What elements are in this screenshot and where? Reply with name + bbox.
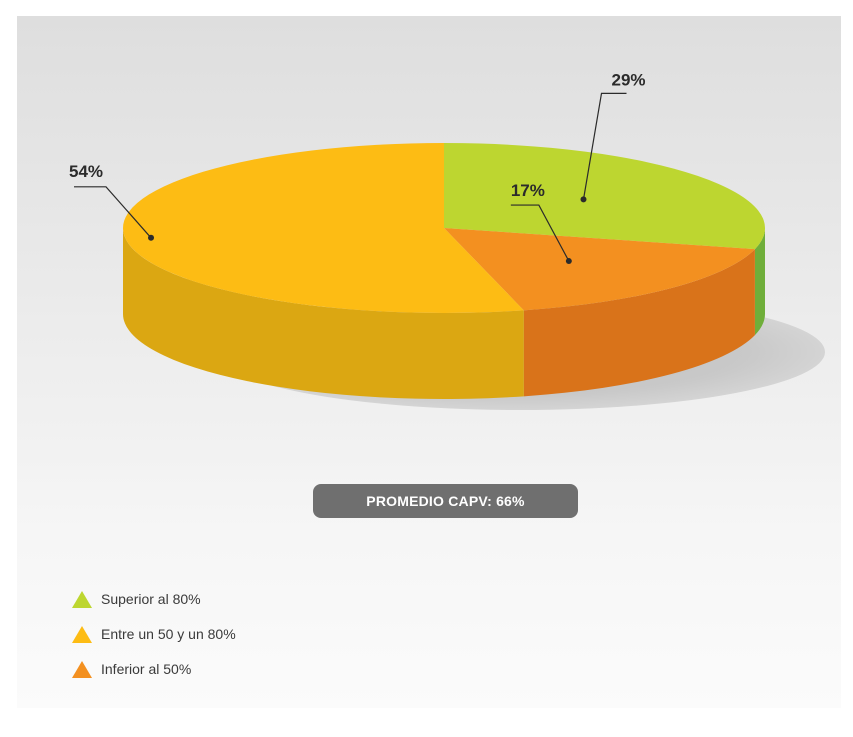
legend-label: Entre un 50 y un 80% xyxy=(101,626,236,642)
leader-line xyxy=(74,186,152,239)
legend-item-entre: Entre un 50 y un 80% xyxy=(72,624,236,644)
slice-value-label: 29% xyxy=(612,70,646,89)
leader-line xyxy=(510,204,570,262)
legend-label: Inferior al 50% xyxy=(101,661,192,677)
leader-dot xyxy=(565,258,572,265)
pie-slice xyxy=(444,228,755,311)
triangle-icon xyxy=(72,660,92,678)
legend-item-inferior: Inferior al 50% xyxy=(72,659,191,679)
pie-side-wall xyxy=(122,228,524,400)
average-badge: PROMEDIO CAPV: 66% xyxy=(313,484,578,518)
slice-value-label: 17% xyxy=(511,181,545,200)
pie-slice xyxy=(444,143,766,250)
legend-item-superior: Superior al 80% xyxy=(72,589,201,609)
triangle-icon xyxy=(72,625,92,643)
leader-dot xyxy=(148,234,155,241)
pie-side-wall xyxy=(523,249,755,397)
leader-dot xyxy=(580,196,587,203)
leader-line xyxy=(582,92,627,200)
legend-label: Superior al 80% xyxy=(101,591,201,607)
pie-slice xyxy=(123,143,524,314)
pie-side-wall xyxy=(754,228,765,336)
slice-value-label: 54% xyxy=(69,162,103,181)
triangle-icon xyxy=(72,590,92,608)
